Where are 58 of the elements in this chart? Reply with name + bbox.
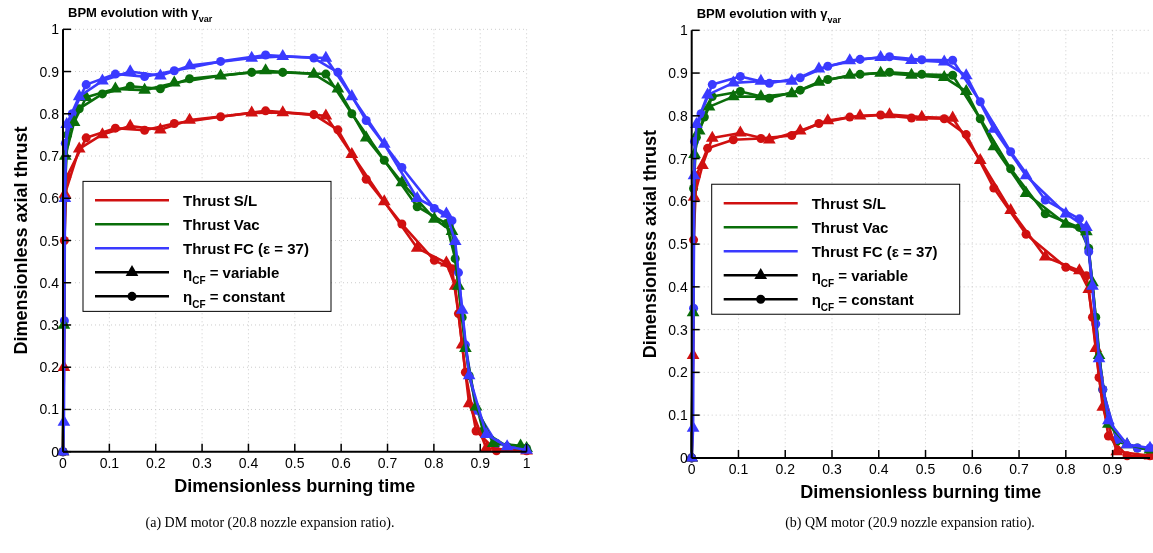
chart-title: BPM evolution with γ$_{var}$ xyxy=(696,6,842,26)
y-tick-label: 1 xyxy=(51,21,60,38)
legend-label: η$_{CF}$ = variable xyxy=(811,267,909,289)
y-tick-label: 0.7 xyxy=(39,148,60,165)
x-tick-label: 0.3 xyxy=(192,454,213,471)
y-tick-label: 0.9 xyxy=(668,65,688,82)
y-axis-title: Dimensionless axial thrust xyxy=(11,126,31,355)
text: (a) DM motor (20.8 nozzle expansion ratio). xyxy=(145,515,395,531)
x-tick-label: 0.4 xyxy=(238,454,259,471)
chart-title: BPM evolution with γ$_{var}$ xyxy=(68,5,213,25)
y-tick-label: 0.5 xyxy=(39,232,60,249)
x-tick-label: 0.9 xyxy=(1102,460,1123,477)
legend-label: Thrust FC (ε = 37) xyxy=(811,243,938,261)
x-tick-label: 0.5 xyxy=(285,454,305,471)
y-tick-label: 0.3 xyxy=(39,316,60,333)
x-tick-label: 0.9 xyxy=(470,454,491,471)
x-tick-label: 1 xyxy=(522,454,531,471)
x-tick-label: 0.8 xyxy=(1056,460,1076,477)
y-tick-label: 1 xyxy=(679,22,688,39)
legend-label: Thrust Vac xyxy=(811,219,889,237)
y-tick-label: 0.1 xyxy=(668,407,688,424)
y-tick-label: 0.2 xyxy=(39,359,60,376)
y-tick-label: 0.6 xyxy=(668,193,688,210)
x-tick-label: 0.6 xyxy=(962,460,983,477)
x-tick-label: 0.7 xyxy=(1009,460,1029,477)
y-tick-label: 0.6 xyxy=(39,190,60,207)
y-tick-label: 0.2 xyxy=(668,364,688,381)
x-tick-label: 0.2 xyxy=(775,460,796,477)
legend-label: η$_{CF}$ = constant xyxy=(183,288,286,310)
y-tick-label: 0.1 xyxy=(39,401,60,418)
legend-label: η$_{CF}$ = constant xyxy=(811,291,914,313)
y-axis-title: Dimensionless axial thrust xyxy=(639,130,660,359)
x-tick-label: 0.7 xyxy=(377,454,398,471)
y-tick-label: 0 xyxy=(51,443,60,460)
x-tick-label: 0.6 xyxy=(331,454,352,471)
x-tick-label: 0.5 xyxy=(915,460,936,477)
y-tick-label: 0.4 xyxy=(668,278,688,295)
x-axis-title: Dimensionless burning time xyxy=(800,481,1042,502)
text: (b) QM motor (20.9 nozzle expansion ratio). xyxy=(785,515,1035,531)
x-tick-label: 0.1 xyxy=(728,460,749,477)
legend-label: Thrust Vac xyxy=(183,216,260,234)
y-tick-label: 0.4 xyxy=(39,274,60,291)
legend-label: Thrust S/L xyxy=(183,192,258,210)
x-tick-label: 0.4 xyxy=(869,460,889,477)
y-tick-label: 0.7 xyxy=(668,150,688,167)
x-tick-label: 0.8 xyxy=(424,454,444,471)
x-tick-label: 0.1 xyxy=(99,454,120,471)
y-tick-label: 0.5 xyxy=(668,236,688,253)
legend-label: Thrust FC (ε = 37) xyxy=(183,240,309,258)
x-axis-title: Dimensionless burning time xyxy=(174,475,416,496)
legend-label: η$_{CF}$ = variable xyxy=(183,264,280,286)
x-tick-label: 0.2 xyxy=(145,454,166,471)
y-tick-label: 0.8 xyxy=(668,107,688,124)
y-tick-label: 0.8 xyxy=(39,105,60,122)
y-tick-label: 0.3 xyxy=(668,321,688,338)
y-tick-label: 0.9 xyxy=(39,63,60,80)
x-tick-label: 0.3 xyxy=(822,460,842,477)
legend-label: Thrust S/L xyxy=(811,195,886,213)
